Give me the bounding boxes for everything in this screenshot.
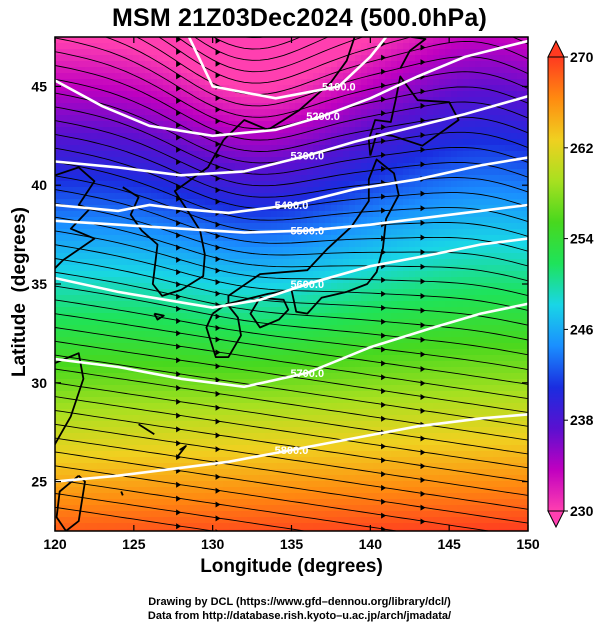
y-tick-label: 25 xyxy=(31,474,47,490)
x-tick-label: 140 xyxy=(359,536,383,552)
colorbar-tick-label: 230 xyxy=(570,503,594,519)
colorbar-tick-label: 254 xyxy=(570,231,594,247)
contour-7 xyxy=(55,413,528,483)
x-tick-label: 145 xyxy=(437,536,461,552)
x-axis: 120 125 130 135 140 145 150 xyxy=(43,37,540,552)
colorbar-max-arrow xyxy=(547,39,565,58)
credit-drawing: Drawing by DCL (https://www.gfd–dennou.o… xyxy=(148,596,451,608)
contour-5 xyxy=(55,237,528,310)
y-tick-label: 45 xyxy=(31,78,47,94)
contour-2 xyxy=(55,95,528,177)
chart-title: MSM 21Z03Dec2024 (500.0hPa) xyxy=(111,4,488,32)
colorbar-min-arrow xyxy=(547,510,565,529)
contour-label: 5300.0 xyxy=(290,151,324,163)
coastlines xyxy=(55,37,460,531)
colorbar-tick-label: 246 xyxy=(570,321,594,337)
contour-label: 5600.0 xyxy=(290,279,324,291)
y-axis: 25 30 35 40 45 xyxy=(31,78,528,490)
x-tick-label: 120 xyxy=(43,536,67,552)
y-tick-label: 30 xyxy=(31,375,47,391)
contour-label: 5500.0 xyxy=(290,226,324,238)
credit-data: Data from http://database.rish.kyoto–u.a… xyxy=(147,610,452,622)
contour-label: 5800.0 xyxy=(275,445,309,457)
x-tick-label: 130 xyxy=(201,536,225,552)
contour-label: 5400.0 xyxy=(275,200,309,212)
x-axis-label: Longitude (degrees) xyxy=(200,556,383,577)
y-axis-label: Latitude (degrees) xyxy=(9,207,30,377)
contour-label: 5200.0 xyxy=(306,111,340,123)
contour-3 xyxy=(55,156,528,215)
colorbar-tick-label: 270 xyxy=(570,49,594,65)
x-tick-label: 135 xyxy=(280,536,304,552)
contour-1 xyxy=(55,39,528,138)
contour-4 xyxy=(55,203,528,234)
colorbar-ramp xyxy=(547,56,565,512)
x-tick-label: 125 xyxy=(122,536,146,552)
contour-0 xyxy=(187,37,388,100)
contour-label: 5100.0 xyxy=(322,81,356,93)
y-tick-label: 35 xyxy=(31,276,47,292)
x-tick-label: 150 xyxy=(516,536,540,552)
height-contours: 5100.0 5200.0 5300.0 5400.0 5500.0 5600.0 5700… xyxy=(55,37,528,483)
contour-6 xyxy=(55,302,528,389)
colorbar: 230 238 246 254 262 270 xyxy=(547,39,594,529)
colorbar-tick-label: 262 xyxy=(570,140,594,156)
colorbar-tick-label: 238 xyxy=(570,412,594,428)
contour-label: 5700.0 xyxy=(290,368,324,380)
y-tick-label: 40 xyxy=(31,177,47,193)
